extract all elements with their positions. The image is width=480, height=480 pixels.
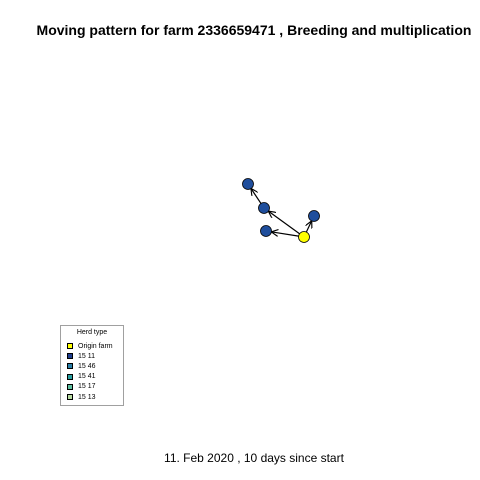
legend-swatch — [67, 373, 73, 380]
legend-swatch — [67, 383, 73, 390]
herd-type-legend: Herd type Origin farm 15 11 15 46 15 41 … — [60, 325, 124, 406]
origin-farm-node — [298, 231, 310, 243]
legend-item: 15 46 — [61, 361, 123, 371]
legend-item: Origin farm — [61, 341, 123, 351]
legend-label: 15 13 — [78, 393, 96, 401]
farm-node — [258, 202, 270, 214]
legend-label: 15 41 — [78, 373, 96, 381]
legend-item: 15 17 — [61, 382, 123, 392]
farm-node — [260, 225, 272, 237]
legend-swatch — [67, 363, 73, 370]
legend-swatch — [67, 353, 73, 360]
edge-arrow — [251, 189, 262, 204]
legend-item: 15 13 — [61, 392, 123, 402]
legend-label: 15 46 — [78, 362, 96, 370]
legend-label: 15 11 — [78, 352, 95, 360]
legend-item: 15 41 — [61, 372, 123, 382]
legend-swatch — [67, 343, 73, 350]
edge-arrow — [269, 212, 300, 235]
legend-item: 15 11 — [61, 351, 123, 361]
date-caption: 11. Feb 2020 , 10 days since start — [164, 451, 344, 465]
edge-arrow — [272, 232, 299, 237]
farm-node — [242, 178, 254, 190]
edge-arrow — [306, 221, 311, 233]
farm-node — [308, 210, 320, 222]
legend-label: 15 17 — [78, 383, 96, 391]
plot-title: Moving pattern for farm 2336659471 , Bre… — [36, 22, 472, 38]
legend-swatch — [67, 394, 73, 401]
legend-label: Origin farm — [78, 342, 113, 350]
legend-title: Herd type — [76, 329, 108, 336]
